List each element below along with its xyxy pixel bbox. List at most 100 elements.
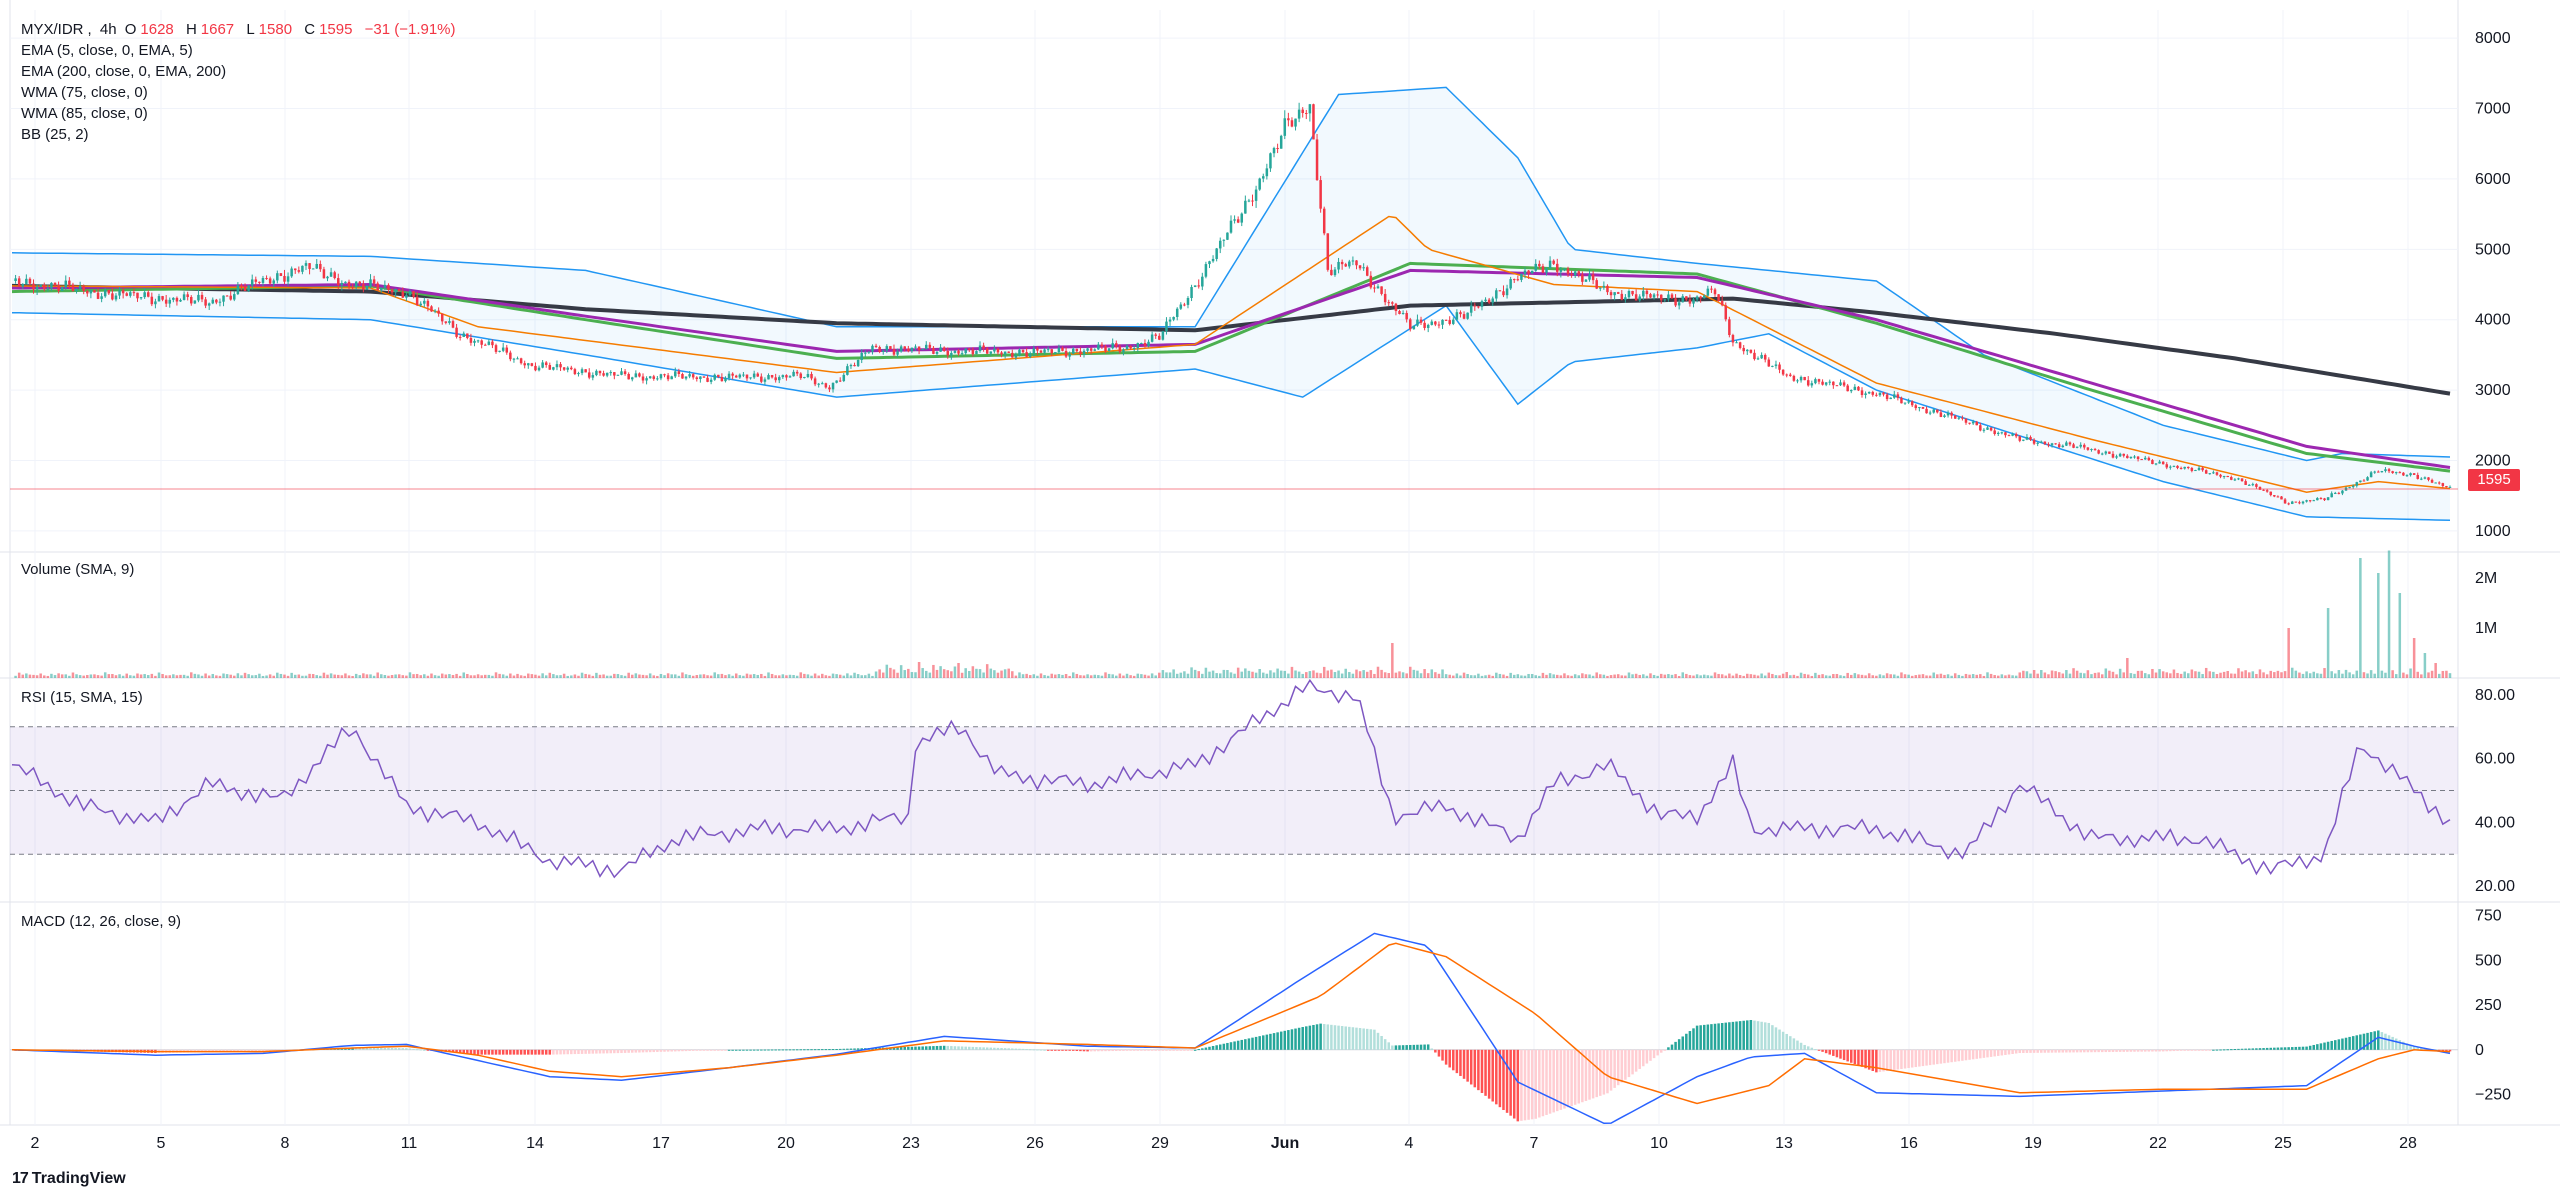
candle-body (713, 374, 716, 380)
volume-bar (1115, 675, 1118, 678)
macd-histogram-bar (415, 1049, 419, 1051)
macd-histogram-bar (1563, 1049, 1566, 1109)
candle-body (1391, 302, 1394, 304)
candle-body (552, 367, 555, 370)
macd-histogram-bar (2215, 1049, 2219, 1051)
macd-histogram-bar (2247, 1048, 2251, 1050)
volume-bar (172, 674, 175, 678)
indicator-ema5[interactable]: EMA (5, close, 0, EMA, 5) (21, 42, 193, 59)
candle-body (587, 372, 591, 378)
volume-bar (136, 673, 139, 678)
candle-body (878, 347, 881, 352)
macd-histogram-bar (691, 1049, 695, 1051)
volume-bar (1265, 673, 1269, 678)
macd-histogram-bar (2025, 1049, 2029, 1053)
volume-bar (1469, 675, 1473, 678)
volume-bar (408, 672, 412, 678)
candle-body (2068, 442, 2072, 445)
candle-body (1806, 380, 1810, 386)
candle-body (297, 270, 301, 272)
candle-body (1677, 302, 1681, 306)
volume-bar (2083, 673, 2086, 678)
volume-bar (2222, 671, 2226, 678)
volume-bar (1699, 675, 1702, 678)
macd-histogram-bar (2319, 1043, 2323, 1050)
volume-bar (1957, 674, 1961, 678)
volume-bar (190, 672, 193, 678)
macd-histogram-bar (394, 1048, 397, 1050)
candle-body (2362, 480, 2366, 482)
macd-pane-title[interactable]: MACD (12, 26, close, 9) (21, 913, 182, 930)
volume-bar (2437, 673, 2441, 678)
volume-bar (2072, 668, 2075, 678)
volume-bar (985, 664, 989, 678)
volume-bar (691, 675, 695, 678)
volume-bar (928, 672, 932, 678)
candle-body (1943, 415, 1946, 417)
indicator-bb[interactable]: BB (25, 2) (21, 126, 89, 143)
volume-bar (681, 672, 684, 678)
candle-body (1348, 261, 1351, 267)
candle-body (1599, 287, 1602, 289)
candle-body (666, 375, 670, 380)
volume-bar (2366, 673, 2369, 678)
volume-bar (1412, 669, 1416, 678)
candle-body (2276, 496, 2280, 498)
indicator-wma85[interactable]: WMA (85, close, 0) (21, 105, 148, 122)
tradingview-logo[interactable]: 17 TradingView (12, 1170, 126, 1188)
candle-body (129, 292, 132, 296)
volume-bar (14, 675, 17, 678)
candle-body (1814, 379, 1817, 384)
candle-body (17, 278, 21, 287)
candle-body (777, 377, 781, 381)
macd-histogram-bar (2283, 1047, 2287, 1050)
volume-bar (139, 674, 143, 678)
rsi-pane-title[interactable]: RSI (15, SMA, 15) (21, 689, 143, 706)
candle-body (1860, 390, 1864, 395)
volume-bar (896, 672, 899, 678)
candle-body (1595, 280, 1598, 289)
macd-histogram-bar (971, 1046, 975, 1050)
volume-bar (1570, 675, 1573, 678)
candle-body (1071, 348, 1075, 354)
indicator-wma75[interactable]: WMA (75, close, 0) (21, 84, 148, 101)
volume-bar (1588, 674, 1591, 678)
macd-histogram-bar (1097, 1049, 1100, 1052)
volume-bar (254, 675, 258, 678)
macd-histogram-bar (989, 1047, 993, 1050)
macd-histogram-bar (1459, 1049, 1462, 1076)
volume-bar (903, 670, 906, 678)
volume-bar (742, 675, 745, 678)
macd-histogram-bar (1595, 1049, 1598, 1098)
volume-bar (1175, 673, 1179, 678)
macd-tick-label: 500 (2475, 952, 2502, 969)
volume-pane-title[interactable]: Volume (SMA, 9) (21, 561, 135, 578)
volume-bar (304, 675, 308, 678)
candle-body (864, 352, 867, 354)
volume-bar (1936, 674, 1939, 678)
candle-body (1817, 379, 1821, 382)
macd-histogram-bar (681, 1049, 684, 1052)
volume-bar (1882, 675, 1885, 678)
volume-bar (1236, 667, 1240, 678)
volume-bar (204, 673, 207, 678)
volume-bar (1462, 672, 1466, 678)
volume-bar (1093, 674, 1097, 678)
volume-bar (1025, 673, 1028, 678)
macd-histogram-bar (1792, 1038, 1796, 1050)
volume-bar (430, 673, 433, 678)
candle-body (1706, 288, 1710, 296)
candle-body (1753, 352, 1756, 360)
volume-bar (2308, 673, 2312, 678)
candle-body (2366, 477, 2369, 481)
macd-histogram-bar (1014, 1048, 1018, 1050)
macd-histogram-bar (899, 1047, 903, 1050)
candle-body (1502, 291, 1505, 296)
indicator-ema200[interactable]: EMA (200, close, 0, EMA, 200) (21, 63, 227, 80)
macd-histogram-bar (2276, 1047, 2280, 1050)
macd-histogram-bar (846, 1048, 849, 1050)
macd-histogram-bar (1211, 1046, 1215, 1050)
candle-body (494, 345, 498, 352)
candle-body (2348, 487, 2351, 489)
